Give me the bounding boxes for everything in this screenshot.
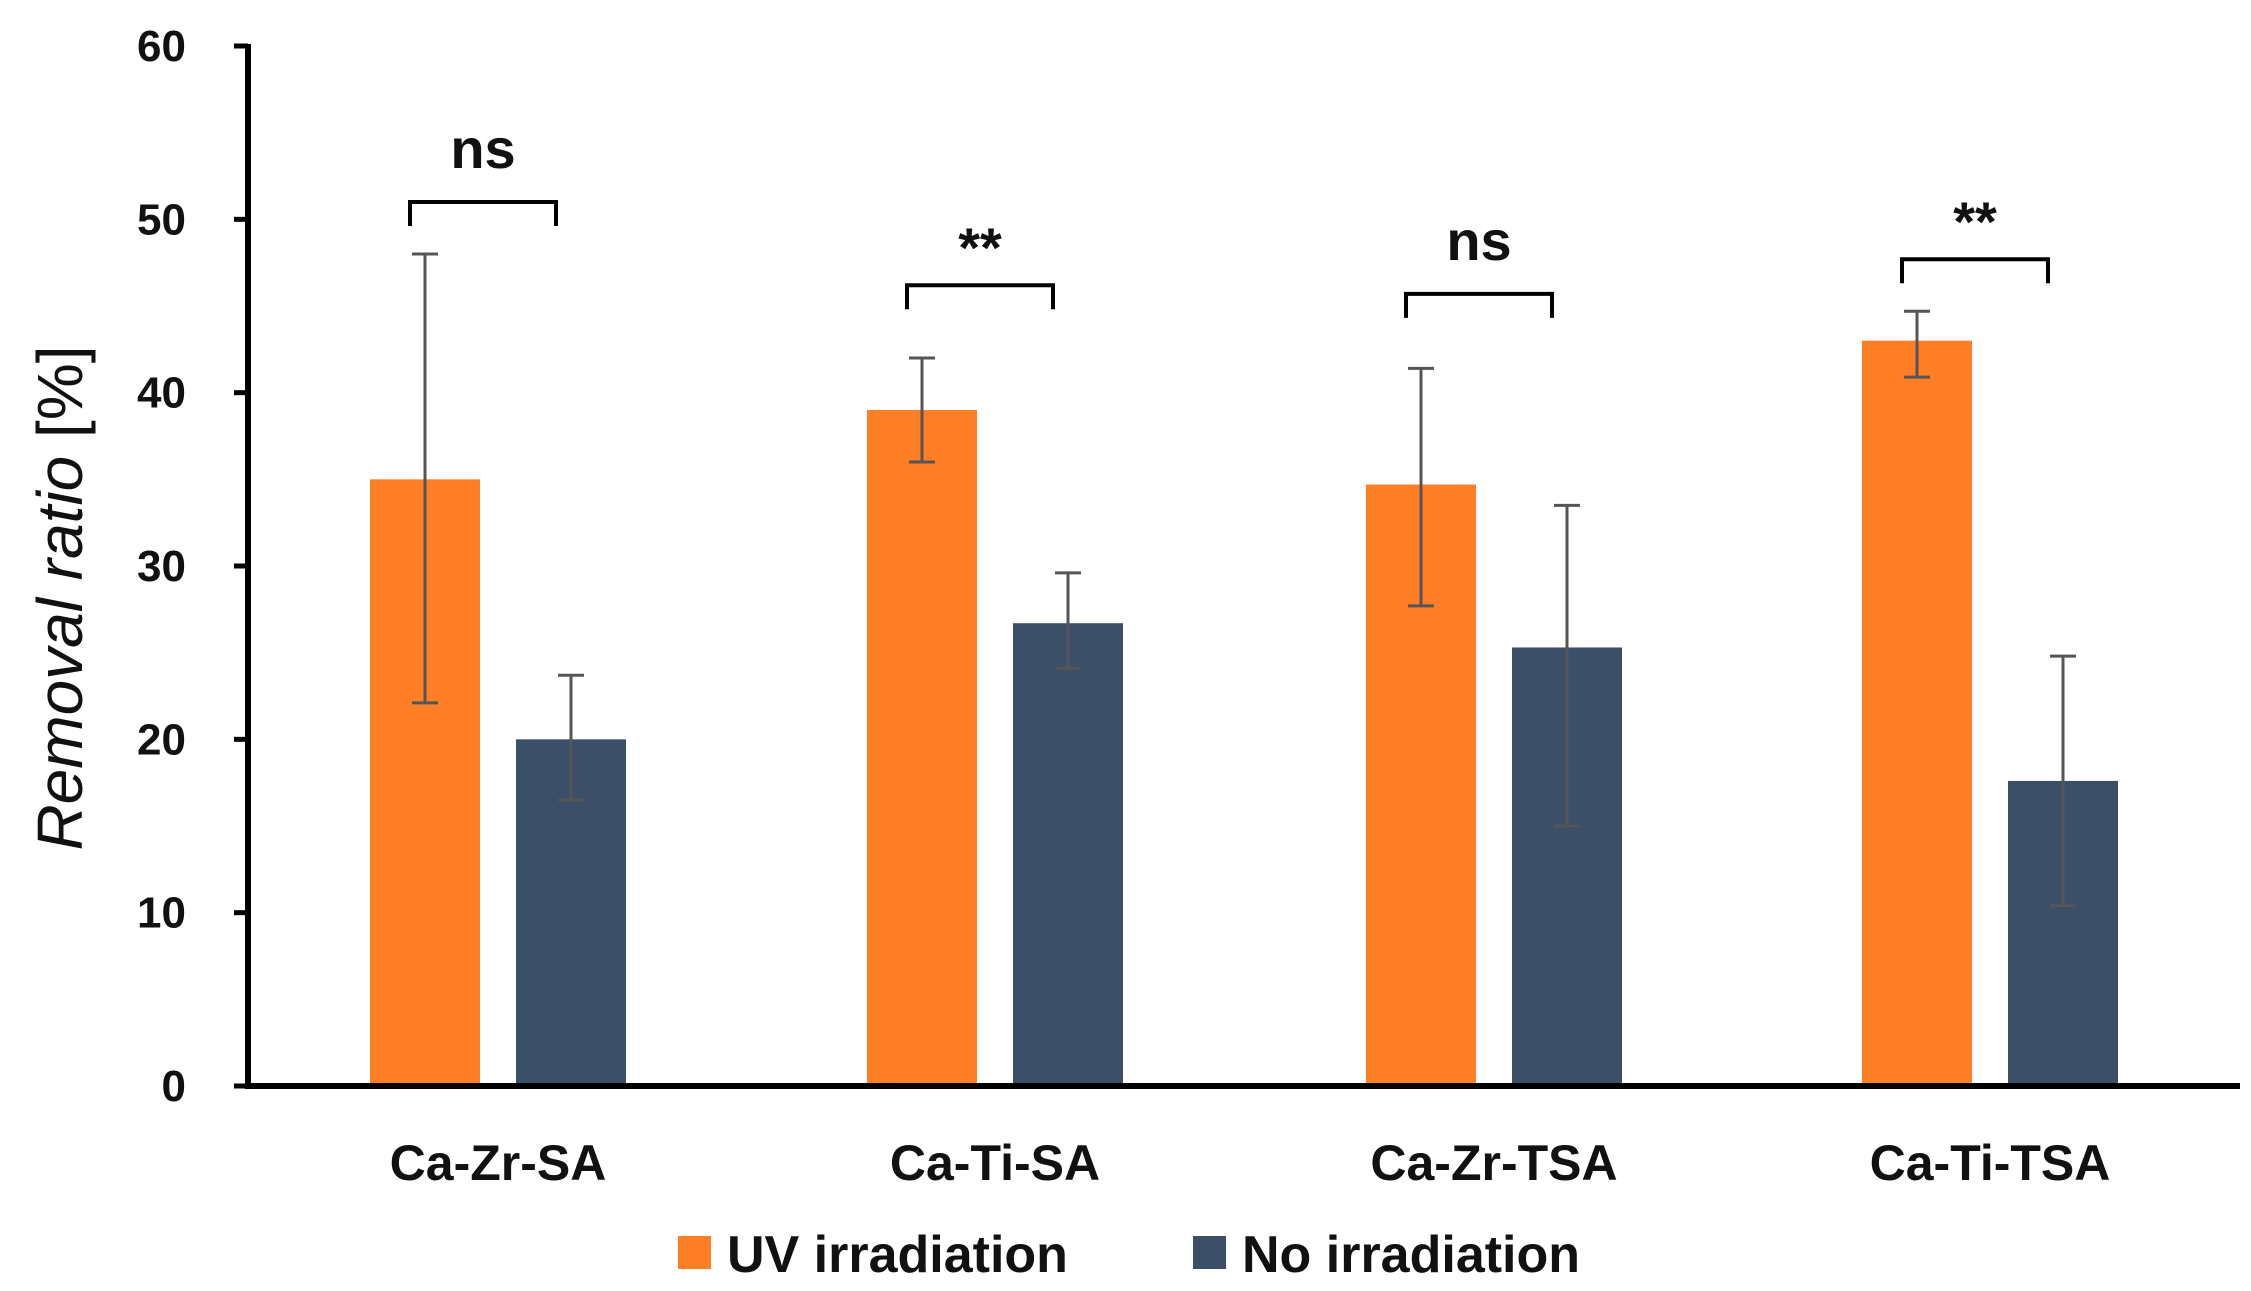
x-tick-label-ca-zr-tsa: Ca-Zr-TSA bbox=[1370, 1135, 1617, 1191]
significance-bracket-ca-zr-tsa bbox=[1404, 291, 1554, 318]
y-axis-title-main: Removal ratio bbox=[24, 456, 96, 851]
y-tick-label-10: 10 bbox=[137, 889, 186, 938]
legend-uv-swatch bbox=[678, 1236, 711, 1269]
y-axis-title-unit: [%] bbox=[24, 345, 96, 455]
legend-uv-label: UV irradiation bbox=[727, 1226, 1068, 1284]
significance-bracket-ca-ti-tsa bbox=[1900, 257, 2050, 284]
x-tick-label-ca-zr-sa: Ca-Zr-SA bbox=[390, 1135, 607, 1191]
significance-label-ca-ti-sa: ** bbox=[958, 216, 1002, 279]
y-tick-label-0: 0 bbox=[162, 1062, 186, 1111]
legend-no-irradiation-label: No irradiation bbox=[1242, 1226, 1580, 1284]
bar-uv-ca-ti-tsa bbox=[1862, 340, 1972, 1087]
y-tick-label-30: 30 bbox=[137, 542, 186, 591]
significance-label-ca-zr-sa: ns bbox=[450, 117, 515, 180]
svg-text:Removal ratio [%]: Removal ratio [%] bbox=[24, 345, 96, 850]
x-tick-label-ca-ti-sa: Ca-Ti-SA bbox=[890, 1135, 1100, 1191]
y-tick-label-60: 60 bbox=[137, 22, 186, 71]
significance-bracket-ca-zr-sa bbox=[408, 200, 558, 226]
significance-label-ca-ti-tsa: ** bbox=[1953, 190, 1997, 253]
significance-label-ca-zr-tsa: ns bbox=[1446, 209, 1511, 272]
x-tick-label-ca-ti-tsa: Ca-Ti-TSA bbox=[1870, 1135, 2111, 1191]
y-axis-title: Removal ratio [%] bbox=[24, 345, 96, 850]
y-tick-label-40: 40 bbox=[137, 369, 186, 418]
significance-bracket-ca-ti-sa bbox=[905, 283, 1055, 310]
bar-no-irradiation-ca-ti-sa bbox=[1013, 623, 1123, 1086]
legend-no-irradiation-swatch bbox=[1193, 1236, 1226, 1269]
y-tick-label-20: 20 bbox=[137, 715, 186, 764]
bar-uv-ca-ti-sa bbox=[867, 410, 977, 1086]
y-tick-label-50: 50 bbox=[137, 195, 186, 244]
